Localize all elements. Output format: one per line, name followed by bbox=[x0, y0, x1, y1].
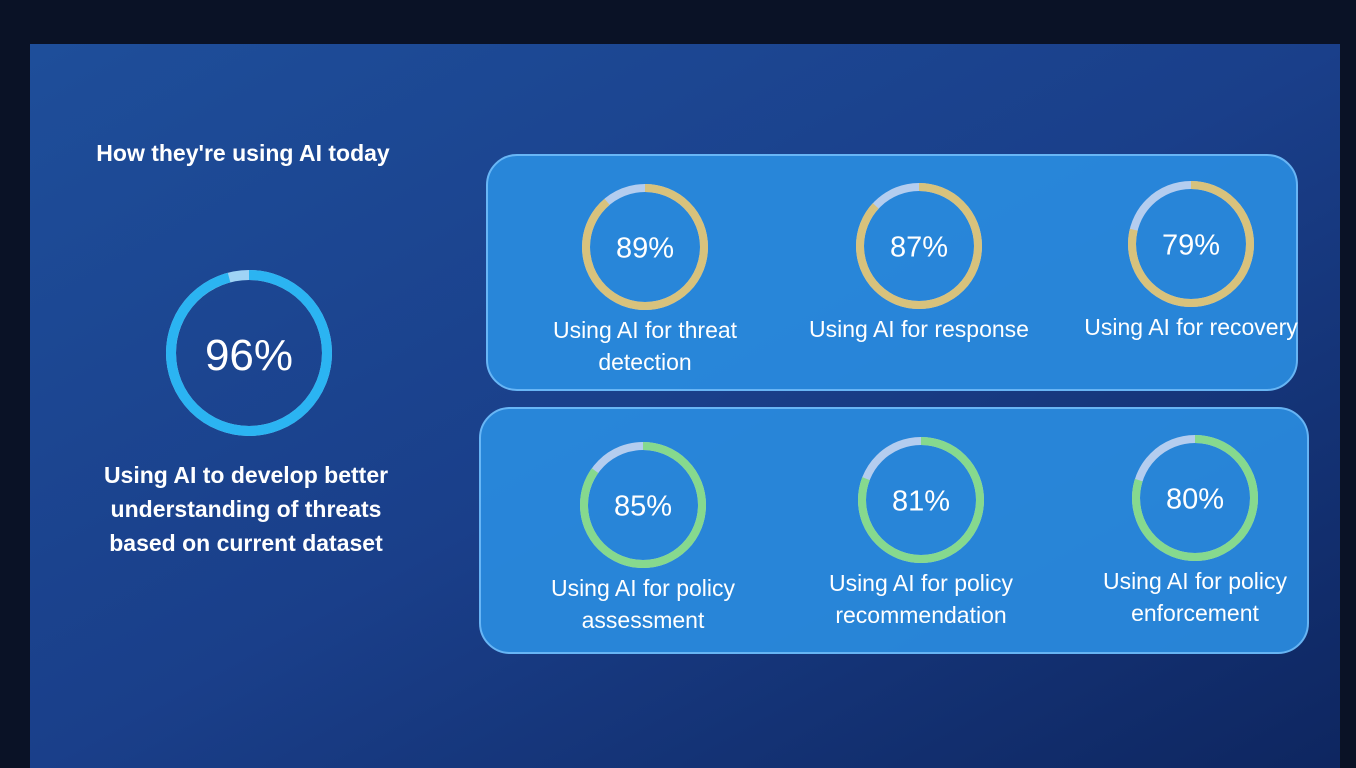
title: How they're using AI today bbox=[96, 140, 390, 166]
stat-label: Using AI for policy assessment bbox=[550, 575, 736, 633]
ring-arc bbox=[856, 183, 982, 309]
stat-value: 80% bbox=[1165, 483, 1225, 516]
stat-value: 87% bbox=[889, 231, 949, 264]
ring-arc bbox=[1132, 435, 1258, 561]
ring-arc bbox=[858, 437, 984, 563]
ring-arc bbox=[582, 184, 708, 310]
ring-arc bbox=[166, 270, 332, 436]
ring-arc bbox=[1128, 181, 1254, 307]
stat-label: Using AI for recovery bbox=[1084, 314, 1298, 340]
stat-value: 85% bbox=[613, 490, 673, 523]
stat-value: 79% bbox=[1161, 229, 1221, 262]
stat-value: 89% bbox=[615, 232, 675, 265]
stat-label: Using AI for policy recommendation bbox=[828, 570, 1014, 628]
highlight-value: 96% bbox=[204, 331, 294, 380]
stat-label: Using AI for response bbox=[809, 316, 1029, 342]
stat-value: 81% bbox=[891, 485, 951, 518]
stat-label: Using AI for threat detection bbox=[552, 317, 738, 375]
ring-arc bbox=[580, 442, 706, 568]
stat-label: Using AI for policy enforcement bbox=[1102, 568, 1288, 626]
highlight-label: Using AI to develop better understanding… bbox=[103, 462, 389, 556]
